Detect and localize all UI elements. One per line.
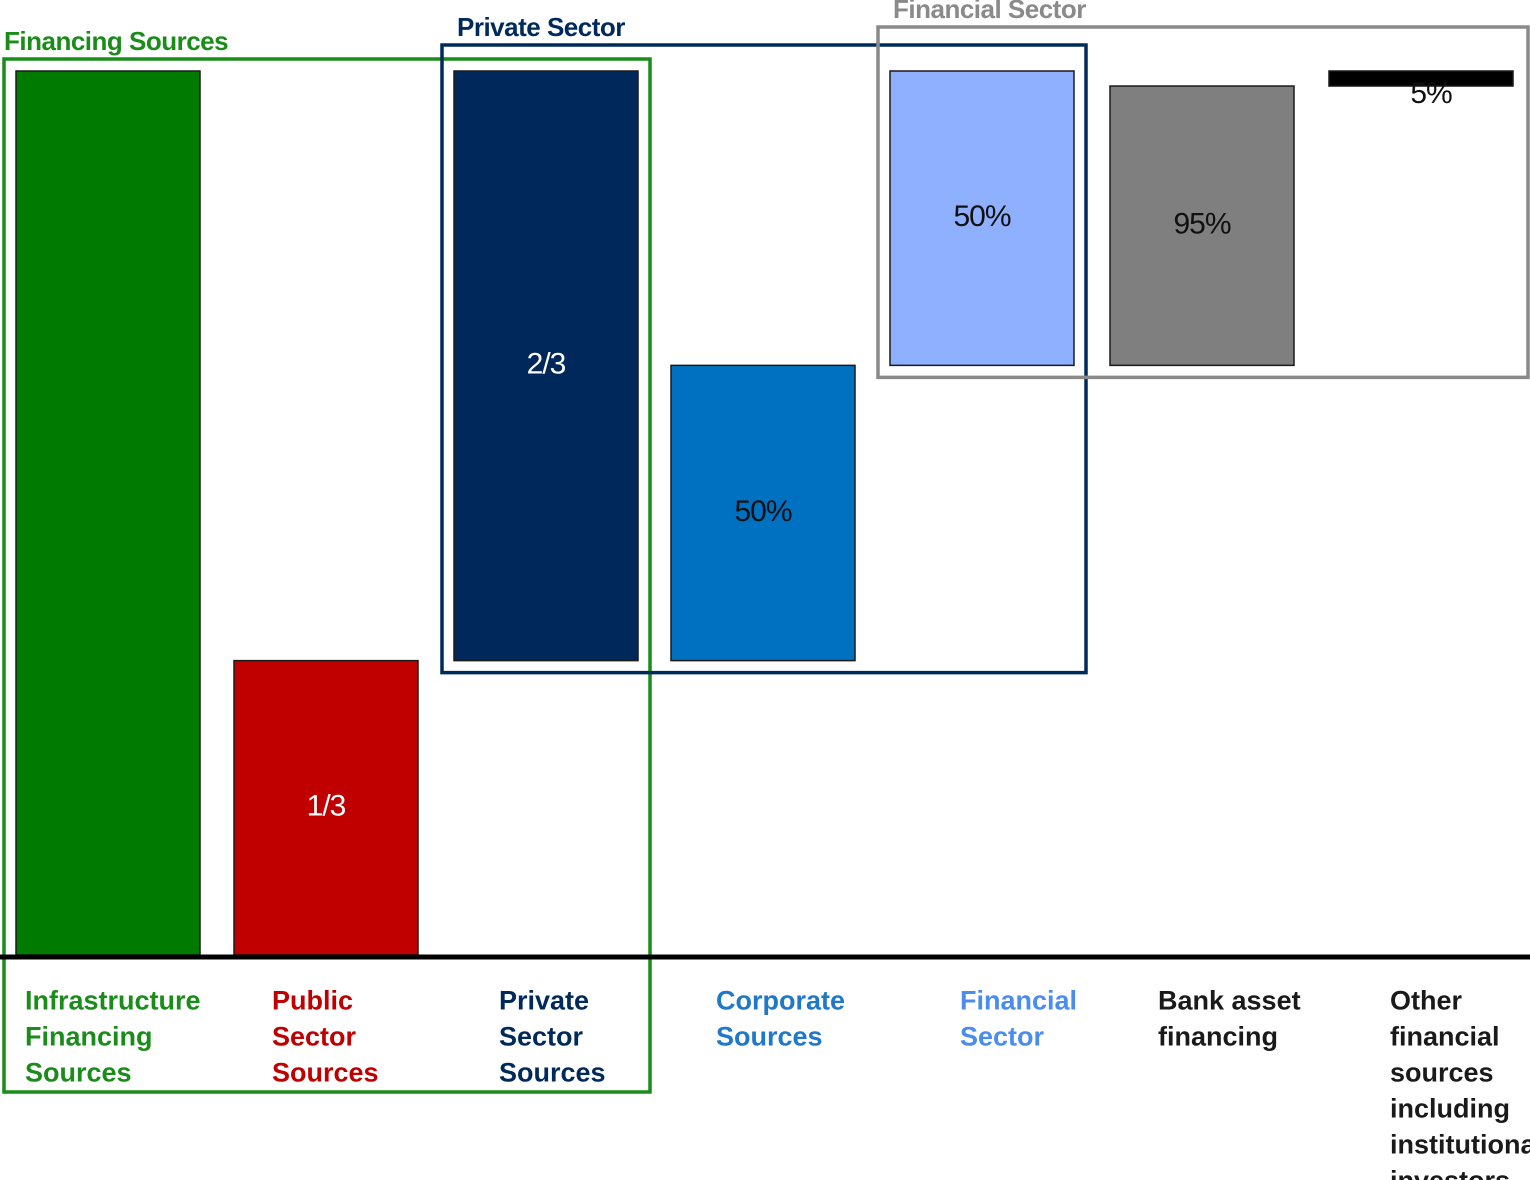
category-label: Private Sector Sources xyxy=(499,986,606,1088)
bar xyxy=(889,70,1075,367)
category-label: Bank asset financing xyxy=(1158,986,1301,1052)
bar-value-label: 5% xyxy=(1410,77,1452,110)
bar-value-label: 50% xyxy=(734,495,791,528)
category-label: Corporate Sources xyxy=(716,986,845,1052)
group-box xyxy=(876,25,1530,380)
group-box xyxy=(440,43,1088,675)
category-label: Infrastructure Financing Sources xyxy=(25,986,201,1088)
bar-value-label: 1/3 xyxy=(307,790,346,823)
category-label: Financial Sector xyxy=(960,986,1077,1052)
group-box xyxy=(2,57,652,1094)
bar-value-label: 50% xyxy=(953,200,1010,233)
category-label: Other financial sources including institutio… xyxy=(1390,986,1530,1180)
group-title: Financing Sources xyxy=(4,26,228,56)
bar xyxy=(1109,85,1295,367)
group-title: Private Sector xyxy=(457,12,625,42)
category-label: Public Sector Sources xyxy=(272,986,379,1088)
bar xyxy=(15,70,201,956)
bar xyxy=(233,659,419,956)
bar xyxy=(1328,70,1514,87)
bar xyxy=(670,364,856,662)
bar-value-label: 2/3 xyxy=(527,348,566,381)
group-title: Financial Sector xyxy=(893,0,1086,24)
bar-value-label: 95% xyxy=(1173,208,1230,241)
bar xyxy=(453,70,639,662)
